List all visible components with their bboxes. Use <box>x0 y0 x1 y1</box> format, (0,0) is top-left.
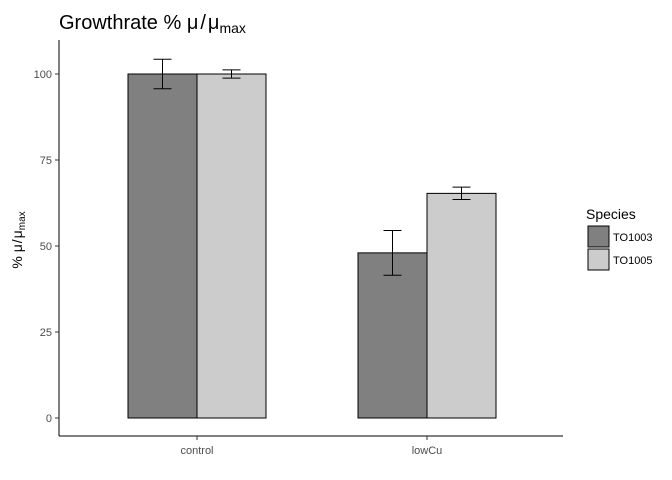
bar-TO1005-lowCu <box>426 192 497 419</box>
legend: Species TO1003 TO1005 <box>586 206 653 271</box>
legend-title: Species <box>586 206 636 222</box>
y-tick-label: 25 <box>40 327 52 339</box>
chart-title-prefix: Growthrate % <box>59 12 187 34</box>
y-axis-title-mu: μ <box>9 244 25 252</box>
chart-title-subscript: max <box>219 20 245 36</box>
legend-label-TO1003: TO1003 <box>613 232 653 244</box>
bar-TO1003-lowCu <box>357 252 428 419</box>
chart-title: Growthrate % μ / μmax <box>59 12 246 36</box>
legend-label-TO1005: TO1005 <box>613 255 653 267</box>
chart-title-mu: μ <box>187 12 199 34</box>
y-tick-label: 50 <box>40 241 52 253</box>
x-tick-label: lowCu <box>412 445 443 457</box>
y-tick-label: 0 <box>46 413 52 425</box>
legend-key-TO1005 <box>587 248 610 271</box>
y-tick-label: 75 <box>40 155 52 167</box>
legend-key-TO1003 <box>587 225 610 248</box>
plot-area: 0 25 50 75 100 control lowCu <box>34 40 563 457</box>
bar-TO1005-control <box>196 73 267 419</box>
x-tick-label: control <box>180 445 213 457</box>
y-axis-title: % μ/μmax <box>9 211 28 268</box>
chart-title-mu-max: μ <box>208 12 220 34</box>
y-axis-title-slash: / <box>9 239 25 243</box>
y-axis-title-prefix: % <box>9 252 25 268</box>
y-axis-title-subscript: max <box>17 211 28 230</box>
y-tick-label: 100 <box>34 69 52 81</box>
bar-TO1003-control <box>127 73 198 419</box>
y-axis-title-mu-max: μ <box>9 230 25 238</box>
chart-title-slash: / <box>200 12 206 34</box>
